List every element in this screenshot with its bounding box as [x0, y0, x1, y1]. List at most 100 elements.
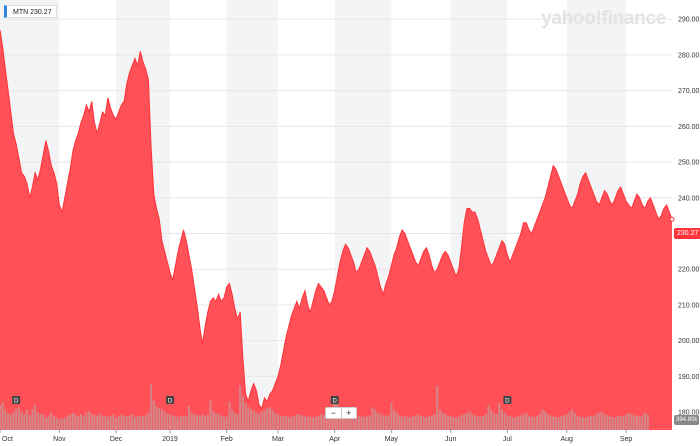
volume-bar-overlay: [471, 414, 474, 430]
volume-bar-overlay: [387, 415, 390, 430]
volume-bar-overlay: [455, 417, 458, 430]
yahoo-finance-watermark: yahoo!finance: [541, 8, 666, 29]
volume-bar-overlay: [630, 414, 633, 430]
volume-bar-overlay: [112, 414, 115, 430]
volume-bar-overlay: [627, 412, 630, 430]
volume-bar-overlay: [384, 415, 387, 430]
volume-bar-overlay: [276, 414, 280, 430]
volume-bar-overlay: [96, 415, 99, 430]
volume-bar-overlay: [312, 417, 315, 430]
volume-bar-overlay: [573, 412, 576, 430]
volume-bar-overlay: [603, 414, 606, 430]
y-tick-label: 220.00: [678, 267, 700, 274]
volume-bar-overlay: [225, 416, 228, 430]
volume-bar-overlay: [50, 412, 53, 430]
legend-symbol[interactable]: MTN 230.27: [4, 5, 57, 18]
volume-bar-overlay: [635, 415, 638, 430]
volume-bar-overlay: [460, 415, 463, 430]
volume-bar-overlay: [287, 416, 290, 430]
y-tick-label: 190.00: [678, 374, 700, 381]
last-volume-badge: 394.80k: [674, 415, 700, 425]
volume-bar-overlay: [525, 412, 528, 430]
volume-bar-overlay: [177, 416, 180, 430]
volume-bar-overlay: [295, 414, 298, 430]
volume-bar-overlay: [42, 414, 45, 430]
legend-symbol-name: MTN: [13, 9, 29, 16]
volume-bar-overlay: [220, 415, 223, 430]
volume-bar-overlay: [473, 415, 477, 430]
volume-bar-overlay: [514, 416, 517, 430]
volume-bar-overlay: [306, 415, 309, 430]
volume-bar-overlay: [139, 415, 142, 430]
y-tick-label: 280.00: [678, 52, 700, 59]
volume-bar-overlay: [571, 409, 574, 430]
volume-bar-overlay: [398, 415, 401, 430]
volume-bar-overlay: [125, 416, 128, 430]
volume-bar-overlay: [365, 416, 369, 430]
volume-bar-overlay: [71, 412, 74, 430]
volume-bar-overlay: [498, 402, 501, 430]
volume-bar-overlay: [487, 405, 490, 430]
volume-bar-overlay: [352, 417, 355, 430]
volume-bar-overlay: [255, 412, 258, 430]
volume-bar-overlay: [616, 416, 620, 430]
volume-bar-overlay: [614, 417, 617, 430]
volume-bar-overlay: [317, 415, 320, 430]
x-tick-label: Feb: [221, 436, 233, 443]
volume-bar-overlay: [357, 415, 360, 430]
volume-bar-overlay: [538, 414, 541, 430]
volume-bar-overlay: [79, 414, 83, 430]
volume-bar-overlay: [4, 409, 7, 430]
volume-bar-overlay: [293, 415, 296, 430]
volume-bar-overlay: [457, 416, 460, 430]
volume-bar-overlay: [101, 416, 104, 430]
volume-bar-overlay: [406, 416, 409, 430]
volume-bar-overlay: [168, 414, 172, 430]
volume-bar-overlay: [0, 405, 2, 430]
volume-bar-overlay: [258, 413, 261, 430]
volume-bar-overlay: [638, 416, 641, 430]
volume-bar-overlay: [144, 415, 147, 430]
volume-bar-overlay: [417, 414, 420, 430]
dividend-marker-label: D: [168, 399, 173, 405]
price-line: [0, 29, 673, 410]
volume-bar-overlay: [544, 411, 547, 430]
volume-bar-overlay: [309, 416, 312, 430]
volume-bar-overlay: [646, 414, 649, 430]
volume-bar-overlay: [625, 414, 628, 430]
volume-bar-overlay: [500, 409, 504, 430]
volume-bar-overlay: [452, 416, 455, 430]
price-area: [0, 29, 672, 431]
volume-bar-overlay: [190, 412, 193, 430]
x-tick-label: Aug: [561, 436, 574, 443]
volume-bar-overlay: [9, 414, 12, 430]
volume-bar-overlay: [506, 415, 509, 430]
volume-bar-overlay: [174, 416, 177, 430]
volume-bar-overlay: [28, 415, 31, 430]
volume-bar-overlay: [579, 416, 582, 430]
volume-bar-overlay: [260, 411, 263, 430]
volume-bar-overlay: [463, 414, 466, 430]
volume-bar-overlay: [222, 416, 226, 430]
volume-bar-overlay: [241, 396, 244, 430]
x-tick-label: Jul: [503, 436, 512, 443]
volume-bar-overlay: [206, 414, 209, 430]
zoom-in-button[interactable]: +: [340, 408, 357, 418]
volume-bar-overlay: [209, 400, 212, 430]
volume-bar-overlay: [598, 412, 601, 430]
volume-bar-overlay: [155, 406, 158, 430]
volume-bar-overlay: [363, 416, 366, 430]
zoom-controls: − +: [325, 407, 357, 419]
volume-bar-overlay: [217, 414, 220, 430]
volume-bar-overlay: [503, 412, 506, 430]
volume-bar-overlay: [44, 417, 47, 430]
volume-bar-overlay: [341, 414, 344, 430]
volume-bar-overlay: [268, 407, 271, 430]
volume-bar-overlay: [212, 411, 215, 430]
zoom-out-button[interactable]: −: [330, 408, 336, 418]
volume-bar-overlay: [128, 415, 131, 430]
volume-bar-overlay: [163, 411, 166, 430]
volume-bar-overlay: [436, 385, 439, 430]
volume-bar-overlay: [484, 414, 487, 430]
